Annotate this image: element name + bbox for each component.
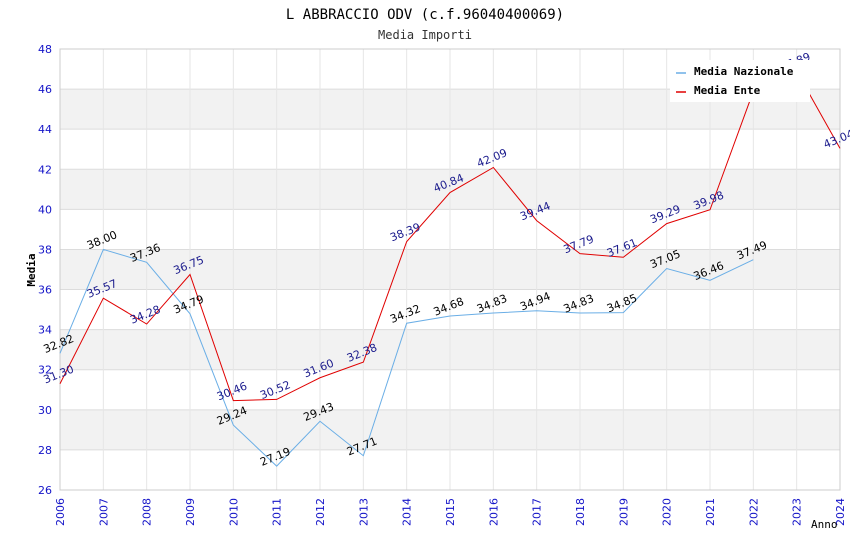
y-tick-label: 30 [38,404,52,417]
legend-label-media-nazionale: Media Nazionale [694,65,794,78]
x-tick-label: 2014 [401,498,414,526]
y-tick-label: 38 [38,243,52,256]
y-tick-label: 46 [38,83,52,96]
y-tick-label: 40 [38,203,52,216]
x-tick-label: 2015 [444,498,457,526]
x-tick-label: 2021 [704,498,717,526]
y-axis-ticks: 26 28 30 32 34 36 38 40 42 44 46 48 [38,43,52,497]
data-label: 38.39 [388,220,422,244]
y-tick-label: 34 [38,324,52,337]
x-tick-label: 2008 [141,498,154,526]
x-tick-label: 2010 [227,498,240,526]
x-tick-label: 2017 [531,498,544,526]
plot-frame [59,48,841,491]
y-tick-label: 26 [38,484,52,497]
data-label: 34.32 [388,302,422,326]
legend-box [670,60,810,102]
data-label: 30.52 [258,378,292,402]
x-tick-label: 2012 [314,498,327,526]
x-tick-label: 2007 [97,498,110,526]
y-tick-label: 36 [38,284,52,297]
data-label: 38.00 [85,228,119,252]
x-tick-label: 2018 [574,498,587,526]
x-tick-label: 2024 [834,498,847,526]
y-tick-label: 48 [38,43,52,56]
y-tick-label: 28 [38,444,52,457]
y-tick-label: 44 [38,123,52,136]
x-tick-label: 2023 [791,498,804,526]
data-label: 34.85 [605,291,639,315]
x-tick-label: 2019 [617,498,630,526]
x-tick-label: 2006 [54,498,67,526]
x-tick-label: 2009 [184,498,197,526]
x-tick-label: 2022 [747,498,760,526]
chart-title: L ABBRACCIO ODV (c.f.96040400069) [286,7,564,23]
data-label: 34.94 [518,290,552,314]
legend-label-media-ente: Media Ente [694,84,761,97]
x-axis-label: Anno [811,518,838,531]
data-label: 30.46 [215,379,249,403]
legend: Media Nazionale Media Ente [670,60,810,102]
x-tick-label: 2013 [357,498,370,526]
x-tick-label: 2016 [487,498,500,526]
series-lines [59,70,841,467]
data-label: 42.09 [475,146,509,170]
chart-subtitle: Media Importi [378,28,472,42]
y-axis-label: Media [25,253,38,286]
series-line-media-nazionale [59,248,754,467]
series-line-media-ente [59,70,841,402]
x-tick-label: 2011 [271,498,284,526]
data-label: 34.83 [562,292,596,316]
x-axis-ticks: 2006 2007 2008 2009 2010 2011 2012 2013 2014 2015… [54,498,847,526]
data-label: 43.04 [822,127,850,151]
y-tick-label: 42 [38,163,52,176]
x-tick-label: 2020 [661,498,674,526]
y-tick-label: 32 [38,364,52,377]
